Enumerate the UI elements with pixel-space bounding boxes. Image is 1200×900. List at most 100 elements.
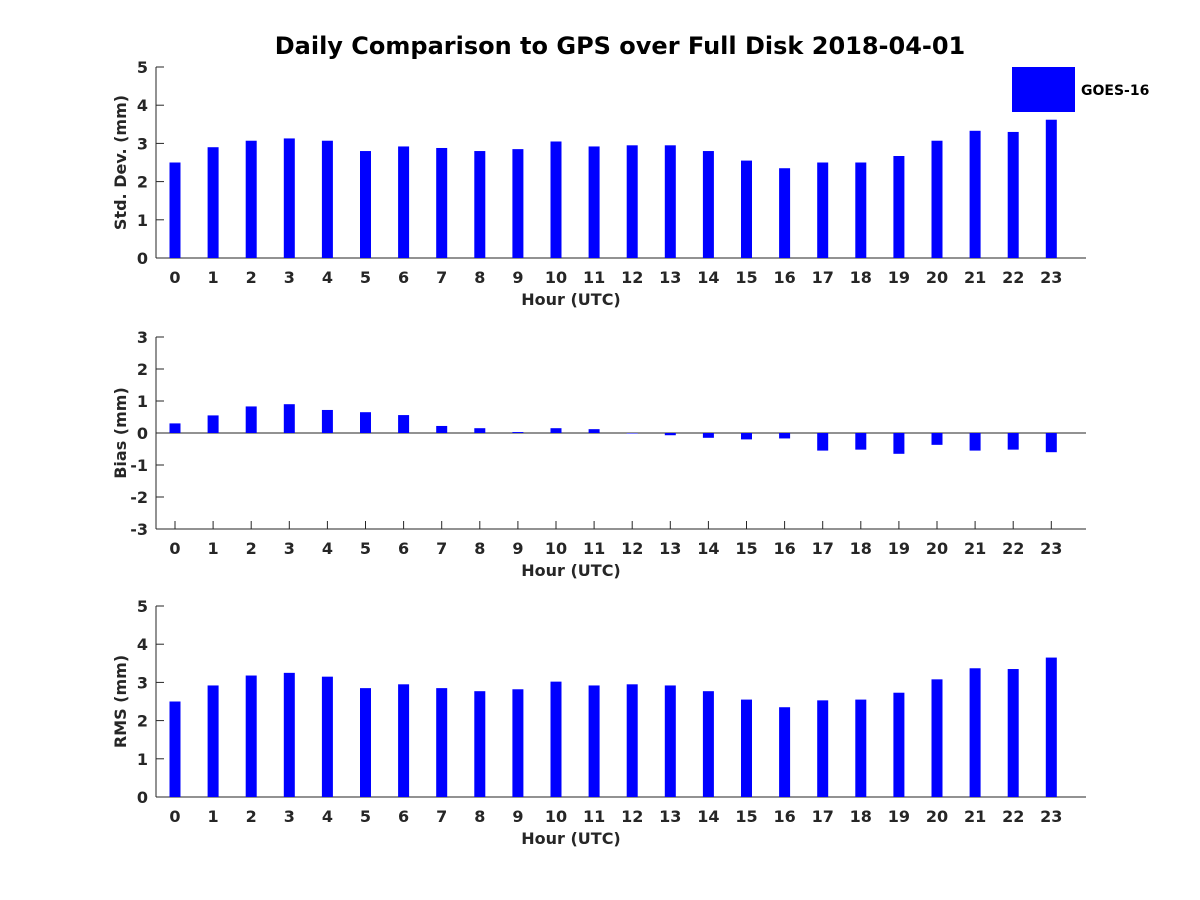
rms-x-tick-label: 3 [284, 807, 295, 826]
std-x-tick-label: 9 [512, 268, 523, 287]
std-bar-hour-11 [588, 146, 600, 258]
std-x-tick-label: 17 [812, 268, 834, 287]
bias-x-tick-label: 18 [850, 539, 872, 558]
bias-x-tick-label: 21 [964, 539, 986, 558]
bias-x-tick-label: 19 [888, 539, 910, 558]
rms-x-tick-label: 22 [1002, 807, 1024, 826]
std-x-tick-label: 14 [697, 268, 719, 287]
std-bar-hour-15 [741, 160, 752, 258]
std-bar-hour-23 [1045, 119, 1057, 258]
rms-x-tick-label: 16 [773, 807, 795, 826]
bias-x-tick-label: 15 [735, 539, 757, 558]
std-x-tick-label: 8 [474, 268, 485, 287]
rms-y-tick-label: 0 [137, 788, 148, 807]
rms-x-tick-label: 23 [1040, 807, 1062, 826]
std-x-tick-label: 19 [888, 268, 910, 287]
rms-x-tick-label: 8 [474, 807, 485, 826]
rms-x-tick-label: 4 [322, 807, 333, 826]
bias-bar-hour-17 [817, 433, 829, 451]
bias-bar-hour-14 [702, 433, 714, 438]
bias-bar-hour-15 [741, 433, 752, 440]
rms-bar-hour-1 [207, 685, 219, 797]
rms-bar-hour-5 [360, 688, 371, 797]
std-bar-hour-20 [931, 140, 943, 258]
rms-x-tick-label: 9 [512, 807, 523, 826]
rms-y-tick-label: 5 [137, 597, 148, 616]
std-x-tick-label: 2 [246, 268, 257, 287]
std-bar-hour-1 [207, 147, 219, 258]
rms-bar-hour-12 [626, 684, 638, 797]
rms-y-tick-label: 2 [137, 712, 148, 731]
std-x-tick-label: 15 [735, 268, 757, 287]
bias-y-tick-label: -2 [130, 488, 148, 507]
std-bar-hour-9 [512, 149, 524, 258]
bias-x-tick-label: 14 [697, 539, 719, 558]
bias-x-tick-label: 8 [474, 539, 485, 558]
bias-bar-hour-11 [588, 429, 600, 433]
bias-bar-hour-4 [321, 409, 333, 433]
bias-bar-hour-21 [969, 433, 981, 451]
std-x-tick-label: 18 [850, 268, 872, 287]
std-bar-hour-16 [779, 168, 791, 258]
bias-bar-hour-18 [855, 433, 867, 450]
rms-bar-hour-15 [741, 699, 752, 797]
rms-y-tick-label: 1 [137, 750, 148, 769]
rms-x-tick-label: 12 [621, 807, 643, 826]
std-bar-hour-8 [474, 151, 486, 258]
rms-bar-hour-23 [1045, 657, 1057, 797]
bias-bar-hour-3 [283, 404, 295, 433]
bias-bar-hour-7 [436, 425, 448, 433]
std-bar-hour-3 [283, 138, 295, 258]
rms-bar-hour-13 [664, 685, 676, 797]
rms-x-tick-label: 11 [583, 807, 605, 826]
std-y-axis-label: Std. Dev. (mm) [111, 95, 130, 230]
rms-bar-hour-0 [169, 701, 181, 797]
std-bar-hour-19 [893, 156, 905, 258]
std-x-tick-label: 23 [1040, 268, 1062, 287]
bias-x-tick-label: 13 [659, 539, 681, 558]
rms-bar-hour-10 [550, 681, 562, 797]
std-bar-hour-21 [969, 130, 981, 258]
std-y-tick-label: 5 [137, 58, 148, 77]
rms-x-tick-label: 18 [850, 807, 872, 826]
bias-bar-hour-22 [1007, 433, 1019, 450]
rms-x-tick-label: 2 [246, 807, 257, 826]
std-x-tick-label: 20 [926, 268, 948, 287]
std-bar-hour-7 [436, 147, 448, 258]
rms-x-tick-label: 20 [926, 807, 948, 826]
rms-bar-hour-16 [779, 707, 791, 797]
std-bar-hour-0 [169, 162, 181, 258]
bias-x-axis-label: Hour (UTC) [521, 561, 621, 580]
std-bar-hour-22 [1007, 131, 1019, 258]
bias-x-tick-label: 16 [773, 539, 795, 558]
rms-x-tick-label: 19 [888, 807, 910, 826]
std-bar-hour-13 [664, 145, 676, 258]
std-x-tick-label: 6 [398, 268, 409, 287]
rms-x-tick-label: 1 [208, 807, 219, 826]
rms-bar-hour-18 [855, 699, 867, 797]
std-bar-hour-10 [550, 141, 562, 258]
bias-x-tick-label: 10 [545, 539, 567, 558]
rms-bar-hour-6 [398, 684, 410, 797]
bias-x-tick-label: 3 [284, 539, 295, 558]
std-y-tick-label: 1 [137, 211, 148, 230]
bias-x-tick-label: 0 [169, 539, 180, 558]
bias-bar-hour-12 [626, 433, 638, 434]
std-x-tick-label: 16 [773, 268, 795, 287]
bias-y-axis-label: Bias (mm) [111, 387, 130, 479]
bias-bar-hour-23 [1045, 433, 1057, 453]
rms-y-axis-label: RMS (mm) [111, 655, 130, 748]
bias-bar-hour-20 [931, 433, 943, 445]
rms-x-tick-label: 0 [169, 807, 180, 826]
std-bar-hour-18 [855, 162, 867, 258]
std-bar-hour-5 [360, 151, 371, 258]
bias-x-tick-label: 17 [812, 539, 834, 558]
bias-bar-hour-19 [893, 433, 905, 454]
bias-x-tick-label: 9 [512, 539, 523, 558]
bias-bar-hour-13 [664, 433, 676, 436]
bias-y-tick-label: -1 [130, 456, 148, 475]
std-x-axis-label: Hour (UTC) [521, 290, 621, 309]
